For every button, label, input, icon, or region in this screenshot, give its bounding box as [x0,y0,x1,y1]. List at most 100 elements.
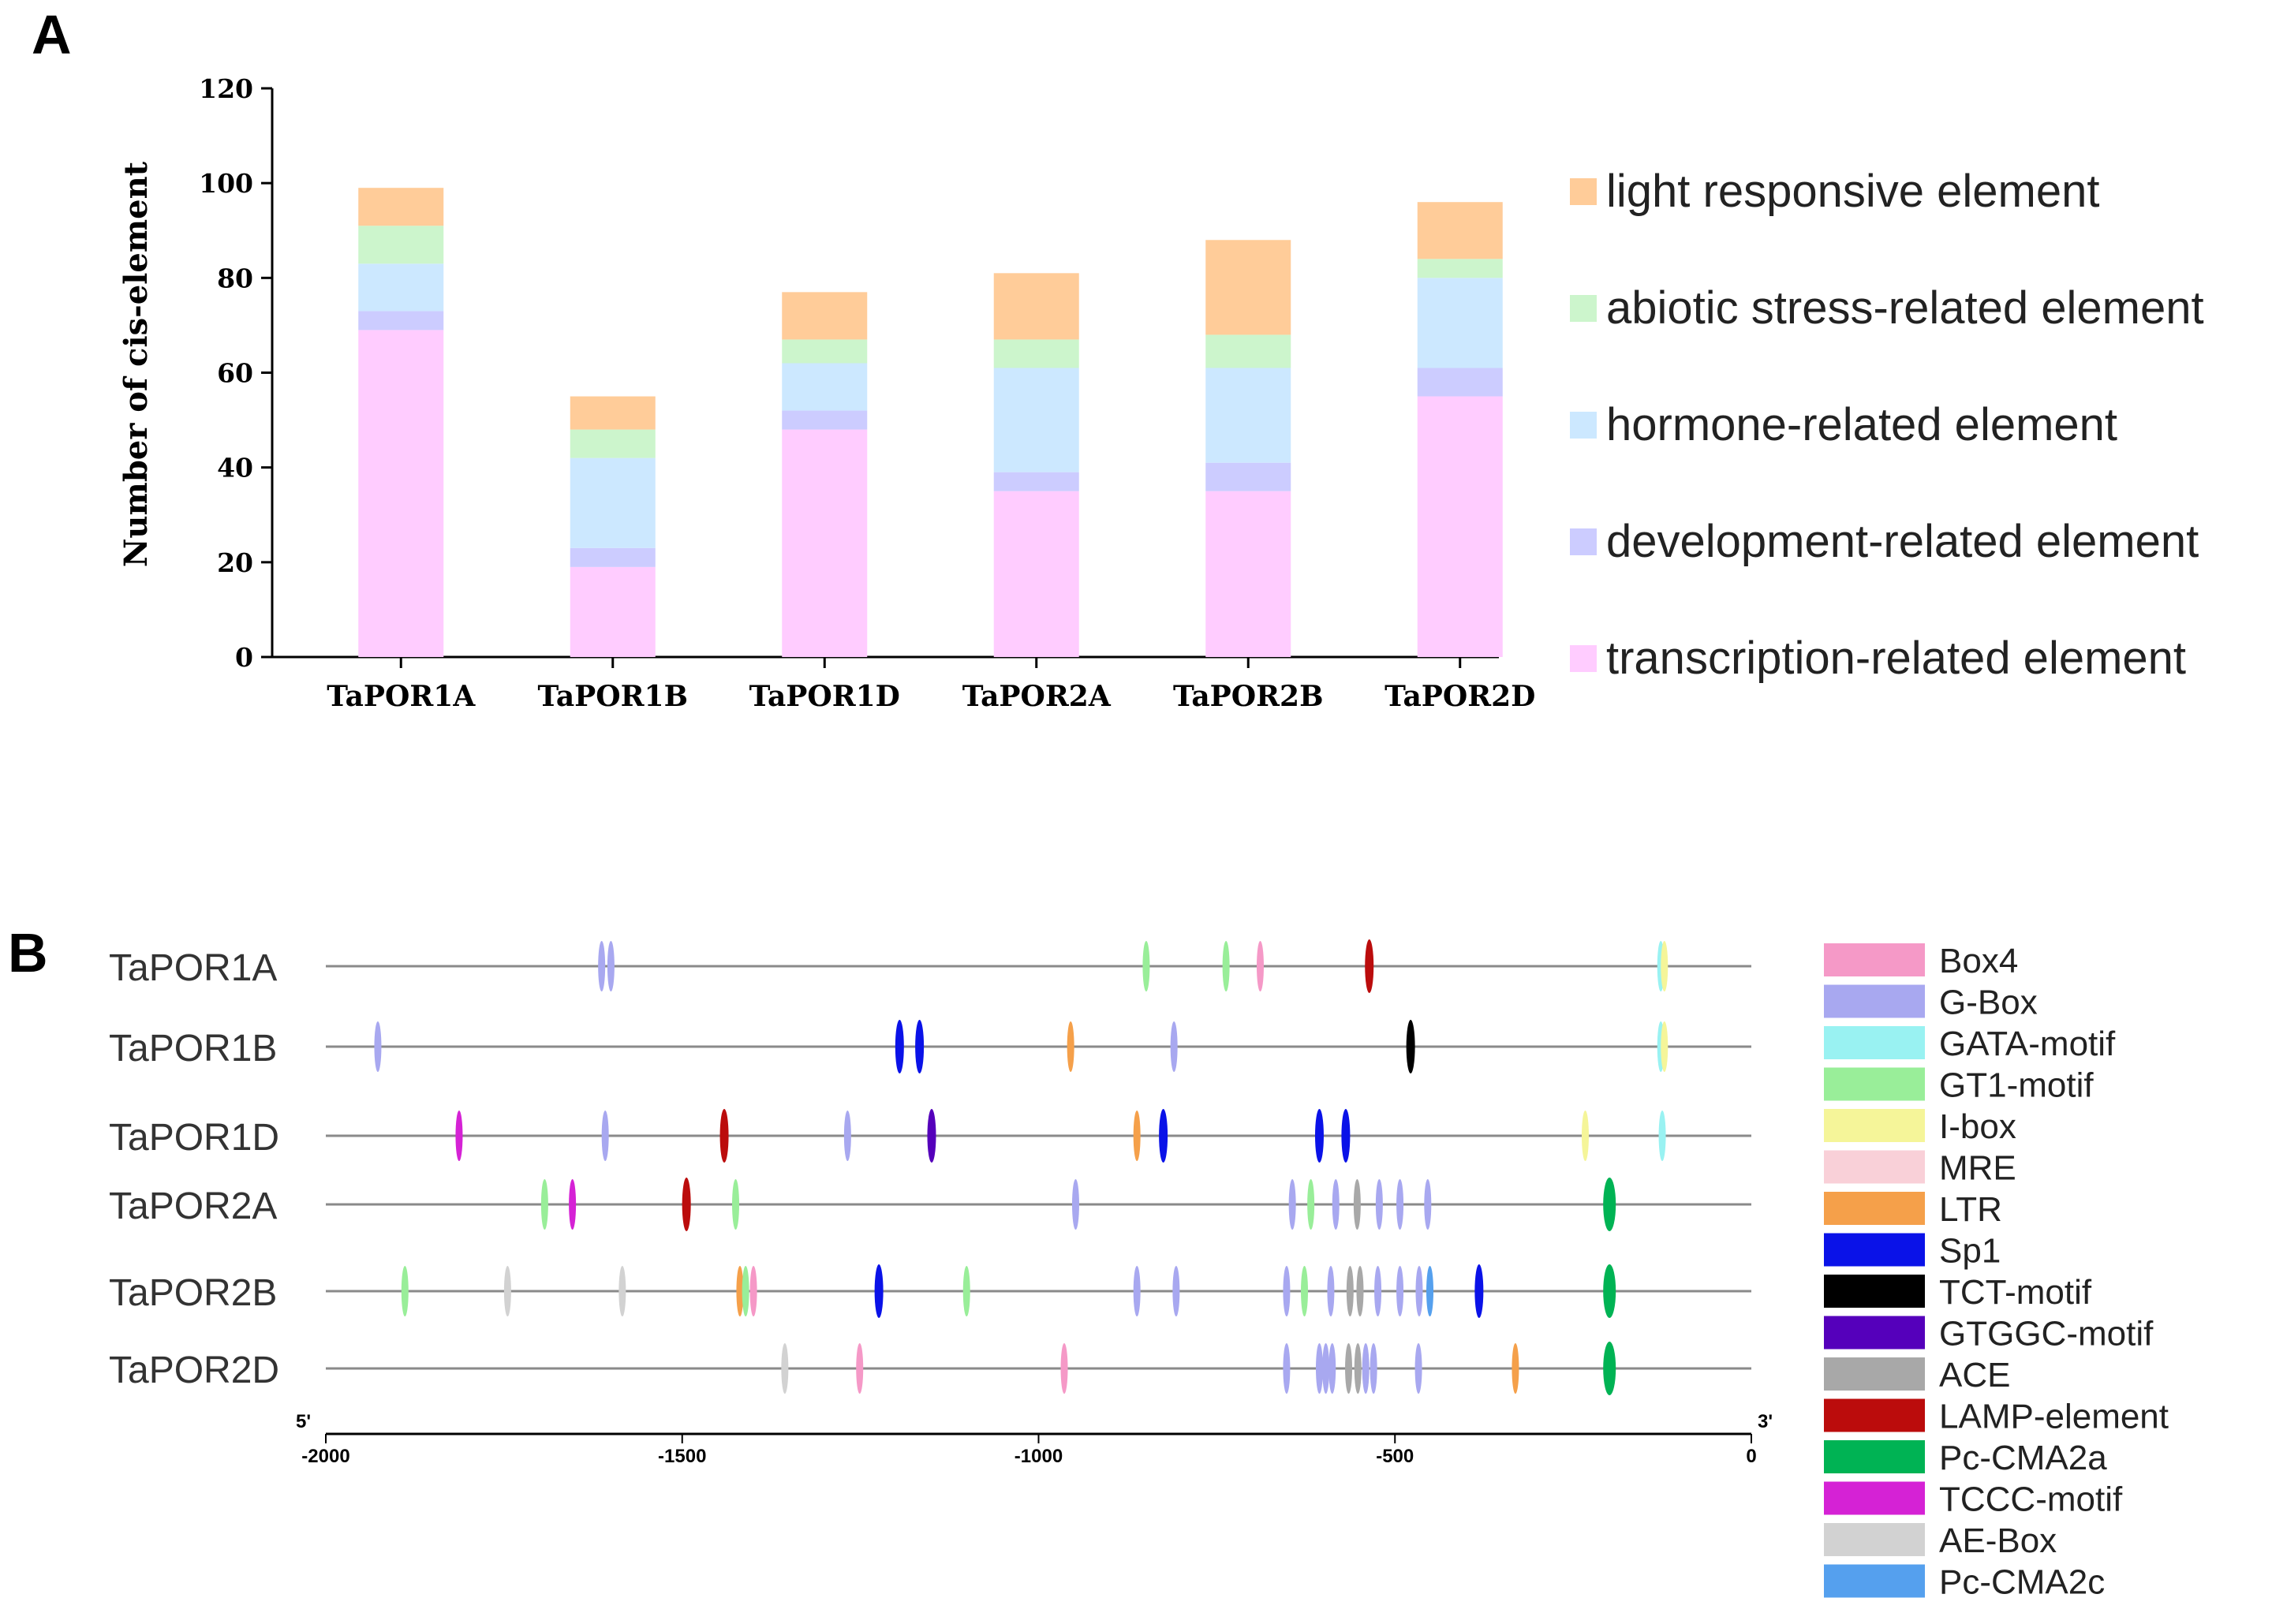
panel-b-label: B [8,922,48,984]
legend-swatch-transcription-related-element [1570,645,1597,672]
gene-label-tapor2a: TaPOR2A [109,1185,277,1227]
element-g-box [1327,1266,1335,1316]
legend-label-box4: Box4 [1939,942,2018,980]
element-gt1-motif [742,1266,749,1316]
element-pc-cma2c [1426,1266,1434,1316]
gene-label-tapor1a: TaPOR1A [109,947,277,989]
legend-label-light-responsive-element: light responsive element [1606,166,2099,217]
y-axis-label: Number of cis-element [118,161,155,567]
x-tick-label: TaPOR1A [327,680,476,713]
b-tick-label: -2000 [301,1446,349,1467]
legend-label-tct-motif: TCT-motif [1939,1273,2092,1312]
element-gt1-motif [1142,941,1150,991]
legend-swatch-ae-box [1824,1523,1925,1556]
element-g-box [1396,1266,1404,1316]
element-g-box [1322,1343,1330,1394]
legend-label-hormone-related-element: hormone-related element [1606,399,2117,450]
b-tick-label: 0 [1746,1446,1756,1467]
element-g-box [1415,1266,1423,1316]
element-g-box [1288,1179,1296,1230]
legend-label-pc-cma2a: Pc-CMA2a [1939,1439,2107,1477]
panel-a: A Number of cis-element 020406080100120 … [32,4,2204,713]
legend-label-i-box: I-box [1939,1107,2016,1146]
element-g-box [1328,1343,1336,1394]
element-sp1 [915,1020,925,1073]
legend-label-development-related-element: development-related element [1606,516,2199,567]
bar-tapor1b-light-responsive-element [570,396,656,430]
element-gata-motif [1658,1111,1666,1161]
element-sp1 [1314,1109,1324,1163]
legend-label-pc-cma2c: Pc-CMA2c [1939,1563,2105,1602]
legend-label-ltr: LTR [1939,1190,2002,1229]
y-tick-label: 100 [199,168,253,199]
legend-swatch-ace [1824,1357,1925,1391]
element-gt1-motif [1307,1179,1315,1230]
legend-swatch-gtggc-motif [1824,1316,1925,1350]
element-lamp-element [682,1178,691,1231]
legend-label-g-box: G-Box [1939,984,2038,1022]
x-tick-label: TaPOR1B [538,680,689,713]
bar-tapor1b-development-related-element [570,547,656,567]
element-g-box [598,941,606,991]
element-g-box [607,941,615,991]
element-ace [1346,1266,1354,1316]
element-gt1-motif [1301,1266,1309,1316]
element-ae-box [618,1266,626,1316]
y-tick-label: 60 [217,358,253,389]
bar-tapor1a-development-related-element [358,311,444,330]
element-ltr [1133,1111,1141,1161]
gene-label-tapor2b: TaPOR2B [109,1272,277,1314]
gene-label-tapor1b: TaPOR1B [109,1028,277,1070]
element-gt1-motif [1222,941,1230,991]
element-i-box [1581,1111,1589,1161]
element-sp1 [1474,1264,1484,1318]
panel-a-label: A [32,4,72,65]
bar-tapor2d-abiotic-stress-related-element [1417,259,1503,278]
y-tick-label: 20 [217,547,253,578]
bar-tapor2d-hormone-related-element [1417,278,1503,368]
element-ace [1354,1343,1362,1394]
three-prime-label: 3' [1758,1411,1773,1432]
element-g-box [1370,1343,1377,1394]
bar-tapor1a-hormone-related-element [358,263,444,312]
legend-label-ace: ACE [1939,1356,2010,1394]
element-g-box [1414,1343,1422,1394]
bar-tapor1d-transcription-related-element [782,429,868,657]
bar-tapor1b-hormone-related-element [570,457,656,548]
element-ltr [1067,1021,1074,1072]
x-tick-label: TaPOR1D [749,680,900,713]
bar-tapor2d-transcription-related-element [1417,396,1503,657]
legend-swatch-gata-motif [1824,1026,1925,1059]
bar-tapor1d-abiotic-stress-related-element [782,339,868,364]
bar-tapor2a-development-related-element [993,472,1079,491]
legend-swatch-i-box [1824,1109,1925,1142]
element-g-box [1362,1343,1370,1394]
b-tick-label: -1500 [658,1446,706,1467]
legend-label-gata-motif: GATA-motif [1939,1025,2116,1063]
element-sp1 [874,1264,884,1318]
bar-tapor1a-transcription-related-element [358,330,444,657]
element-sp1 [1159,1109,1168,1163]
legend-swatch-lamp-element [1824,1398,1925,1432]
x-tick-label: TaPOR2A [962,680,1112,713]
legend-swatch-gt1-motif [1824,1067,1925,1101]
element-i-box [1661,941,1668,991]
element-pc-cma2a [1603,1178,1616,1231]
bar-tapor2a-transcription-related-element [993,491,1079,657]
legend-swatch-tccc-motif [1824,1481,1925,1515]
legend-label-gt1-motif: GT1-motif [1939,1066,2094,1105]
element-tccc-motif [455,1111,463,1161]
element-pc-cma2a [1603,1342,1616,1395]
element-i-box [1661,1021,1668,1072]
legend-label-tccc-motif: TCCC-motif [1939,1480,2123,1519]
bar-tapor2b-light-responsive-element [1205,240,1291,335]
legend-label-sp1: Sp1 [1939,1232,2001,1271]
legend-swatch-box4 [1824,943,1925,976]
element-box4 [749,1266,757,1316]
legend-swatch-sp1 [1824,1233,1925,1267]
element-tccc-motif [569,1179,577,1230]
element-g-box [1315,1343,1323,1394]
five-prime-label: 5' [296,1411,311,1432]
b-tick-label: -500 [1376,1446,1414,1467]
